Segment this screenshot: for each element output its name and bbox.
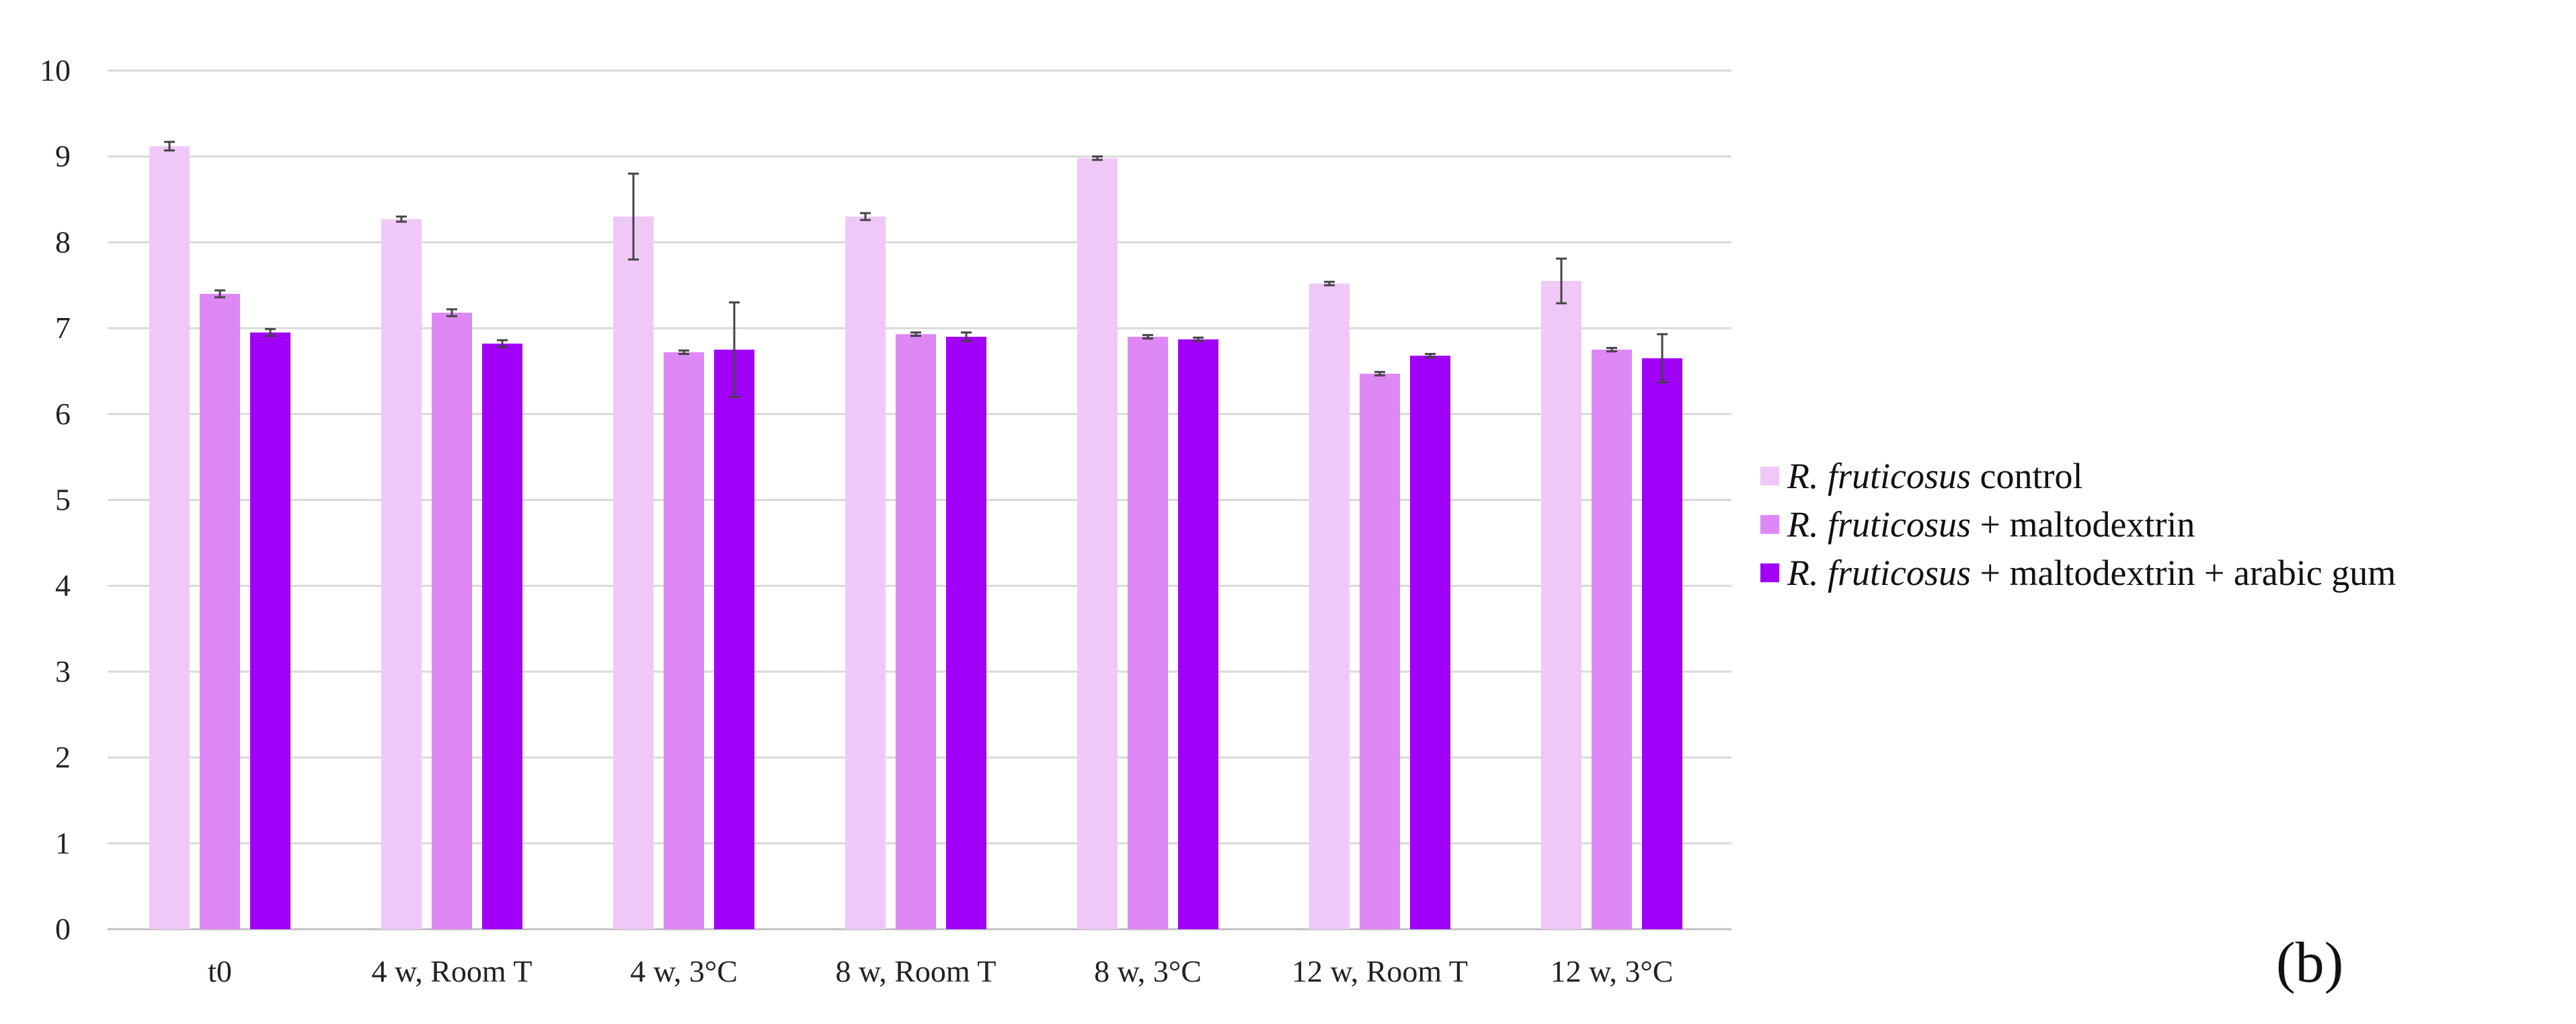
y-tick-label: 9 <box>55 139 71 173</box>
x-tick-label: 12 w, 3°C <box>1551 954 1674 988</box>
legend-item-3: R. fruticosus + maltodextrin + arabic gu… <box>1760 553 2396 593</box>
bar-series1-5 <box>1309 283 1350 929</box>
error-bar-series3-1 <box>497 339 508 348</box>
bar-series3-3 <box>946 336 986 929</box>
error-bar-series3-5 <box>1425 352 1436 359</box>
bar-series3-0 <box>250 332 290 929</box>
error-bar-series1-5 <box>1324 280 1335 286</box>
legend-swatch <box>1760 467 1779 485</box>
legend-species-name: R. fruticosus <box>1787 553 1971 593</box>
y-tick-label: 8 <box>55 225 71 259</box>
error-bar-series1-1 <box>396 215 407 223</box>
bar-series2-0 <box>200 294 240 929</box>
x-tick-label: t0 <box>208 954 232 988</box>
error-bar-series1-4 <box>1092 155 1103 161</box>
legend-label: R. fruticosus control <box>1787 456 2082 496</box>
error-bar-series3-6 <box>1657 333 1668 384</box>
bar-series2-6 <box>1592 350 1632 929</box>
error-bar-series2-5 <box>1374 370 1385 377</box>
legend-item-1: R. fruticosus control <box>1760 456 2082 496</box>
panel-label: (b) <box>2276 930 2343 994</box>
y-tick-label: 0 <box>55 912 71 946</box>
error-bar-series1-0 <box>164 141 175 152</box>
x-tick-label: 4 w, Room T <box>372 954 533 988</box>
error-bar-series2-1 <box>446 308 457 317</box>
error-bar-series1-2 <box>628 172 639 261</box>
bar-series1-1 <box>381 219 422 929</box>
bar-series2-3 <box>896 334 936 929</box>
legend-species-name: R. fruticosus <box>1787 456 1971 496</box>
legend-swatch <box>1760 515 1779 534</box>
x-tick-label: 4 w, 3°C <box>630 954 738 988</box>
error-bar-series2-3 <box>910 331 921 338</box>
bar-series2-2 <box>664 352 704 929</box>
bar-series2-5 <box>1360 373 1400 929</box>
bar-series1-0 <box>149 146 190 930</box>
error-bar-series3-4 <box>1193 336 1204 342</box>
error-bar-series2-6 <box>1606 346 1617 353</box>
y-axis-tick-labels: 0 1 2 3 4 5 6 7 8 9 10 <box>40 53 71 946</box>
y-tick-label: 7 <box>55 311 71 345</box>
error-bar-series2-4 <box>1142 333 1153 340</box>
y-tick-label: 5 <box>55 483 71 517</box>
bar-series1-6 <box>1541 280 1582 929</box>
bar-series1-4 <box>1077 158 1118 929</box>
legend-treatment: + maltodextrin + arabic gum <box>1971 553 2396 593</box>
y-tick-label: 3 <box>55 654 71 688</box>
bar-series3-5 <box>1410 355 1450 929</box>
bar-series1-3 <box>845 216 886 930</box>
x-tick-label: 8 w, Room T <box>836 954 997 988</box>
legend-label: R. fruticosus + maltodextrin <box>1787 504 2195 545</box>
bar-series3-1 <box>482 344 522 929</box>
error-bar-series3-2 <box>729 301 740 398</box>
x-axis-tick-labels: t0 4 w, Room T 4 w, 3°C 8 w, Room T 8 w, 3°C… <box>208 954 1673 988</box>
bar-series1-2 <box>613 216 654 930</box>
error-bar-series1-6 <box>1556 258 1567 305</box>
legend-treatment: control <box>1971 456 2082 496</box>
y-tick-label: 4 <box>55 568 71 602</box>
legend-swatch <box>1760 563 1779 582</box>
y-tick-label: 10 <box>40 53 71 87</box>
y-tick-label: 6 <box>55 397 71 431</box>
bars <box>149 146 1682 930</box>
error-bars <box>164 141 1668 398</box>
y-tick-label: 1 <box>55 826 71 860</box>
error-bar-series2-0 <box>214 289 225 299</box>
error-bar-series3-0 <box>265 327 276 338</box>
x-tick-label: 8 w, 3°C <box>1094 954 1202 988</box>
error-bar-series3-3 <box>961 331 972 342</box>
bar-series3-4 <box>1178 339 1218 929</box>
bar-series3-2 <box>714 350 754 929</box>
legend-item-2: R. fruticosus + maltodextrin <box>1760 504 2195 545</box>
legend-treatment: + maltodextrin <box>1971 504 2195 545</box>
legend-species-name: R. fruticosus <box>1787 504 1971 545</box>
bar-series3-6 <box>1642 358 1682 929</box>
bar-series2-4 <box>1128 336 1168 929</box>
error-bar-series2-2 <box>678 349 689 355</box>
legend-label: R. fruticosus + maltodextrin + arabic gu… <box>1787 553 2396 593</box>
y-tick-label: 2 <box>55 740 71 775</box>
error-bar-series1-3 <box>860 212 871 221</box>
bar-series2-1 <box>432 313 472 929</box>
x-tick-label: 12 w, Room T <box>1292 954 1468 988</box>
